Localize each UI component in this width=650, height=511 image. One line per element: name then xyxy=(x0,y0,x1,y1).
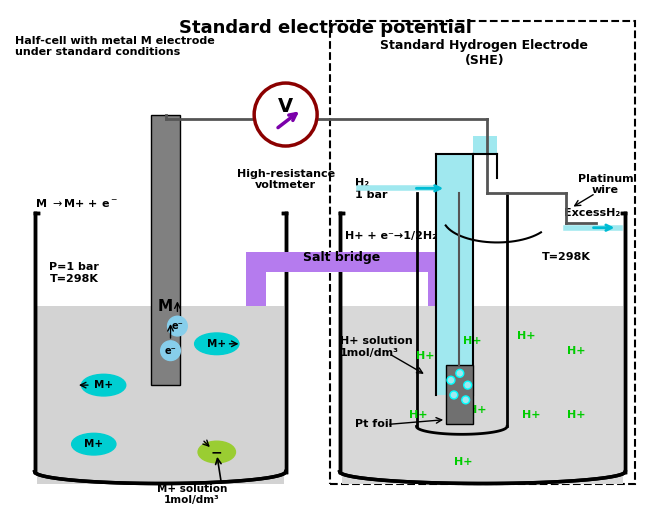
Text: H+: H+ xyxy=(463,336,482,346)
Bar xyxy=(246,272,266,307)
Ellipse shape xyxy=(194,333,239,355)
Bar xyxy=(446,365,473,425)
Text: H+ solution
1mol/dm³: H+ solution 1mol/dm³ xyxy=(340,336,413,358)
Circle shape xyxy=(161,341,180,361)
Circle shape xyxy=(463,381,472,389)
Text: ExcessH₂: ExcessH₂ xyxy=(564,208,620,218)
Text: H₂
1 bar: H₂ 1 bar xyxy=(354,178,387,200)
Ellipse shape xyxy=(72,433,116,455)
Text: V: V xyxy=(278,97,293,116)
Text: T=298K: T=298K xyxy=(542,252,591,262)
Text: Half-cell with metal M electrode
under standard conditions: Half-cell with metal M electrode under s… xyxy=(15,36,214,57)
Text: H+: H+ xyxy=(468,405,487,415)
Text: Standard electrode potential: Standard electrode potential xyxy=(179,19,471,37)
Text: P=1 bar
T=298K: P=1 bar T=298K xyxy=(49,262,99,284)
Text: Standard Hydrogen Electrode
(SHE): Standard Hydrogen Electrode (SHE) xyxy=(380,39,588,67)
Text: Platinum
wire: Platinum wire xyxy=(578,174,633,195)
Text: M+: M+ xyxy=(94,380,113,390)
Bar xyxy=(342,307,623,483)
Text: e⁻: e⁻ xyxy=(172,321,183,331)
Text: H+: H+ xyxy=(523,410,541,420)
Circle shape xyxy=(456,369,463,377)
Text: Salt bridge: Salt bridge xyxy=(303,251,380,264)
Circle shape xyxy=(462,396,470,404)
Circle shape xyxy=(450,391,458,399)
Ellipse shape xyxy=(81,374,125,396)
Text: H+: H+ xyxy=(410,410,428,420)
Ellipse shape xyxy=(198,441,235,463)
Text: High-resistance
voltmeter: High-resistance voltmeter xyxy=(237,169,335,190)
Circle shape xyxy=(254,83,317,146)
Text: H+: H+ xyxy=(416,351,435,361)
Text: H+: H+ xyxy=(517,331,536,341)
Circle shape xyxy=(168,316,187,336)
Text: H+: H+ xyxy=(567,410,585,420)
Text: M+: M+ xyxy=(207,339,226,349)
Bar xyxy=(246,252,448,272)
Text: M: M xyxy=(158,299,173,314)
Bar xyxy=(473,136,497,154)
Text: H+: H+ xyxy=(454,457,472,467)
Text: H+: H+ xyxy=(567,345,585,356)
Text: e⁻: e⁻ xyxy=(164,345,176,356)
Bar xyxy=(151,114,180,385)
Bar xyxy=(436,154,473,395)
Bar xyxy=(36,307,283,483)
Circle shape xyxy=(447,376,455,384)
Text: M+ solution
1mol/dm³: M+ solution 1mol/dm³ xyxy=(157,483,227,505)
Text: H+ + e⁻→1/2H₂: H+ + e⁻→1/2H₂ xyxy=(344,230,437,241)
Text: −: − xyxy=(211,445,222,459)
Text: M $\rightarrow$M+ + e$^-$: M $\rightarrow$M+ + e$^-$ xyxy=(34,197,118,209)
Bar xyxy=(428,272,448,307)
Text: M+: M+ xyxy=(84,439,103,449)
Text: Pt foil: Pt foil xyxy=(354,420,392,429)
